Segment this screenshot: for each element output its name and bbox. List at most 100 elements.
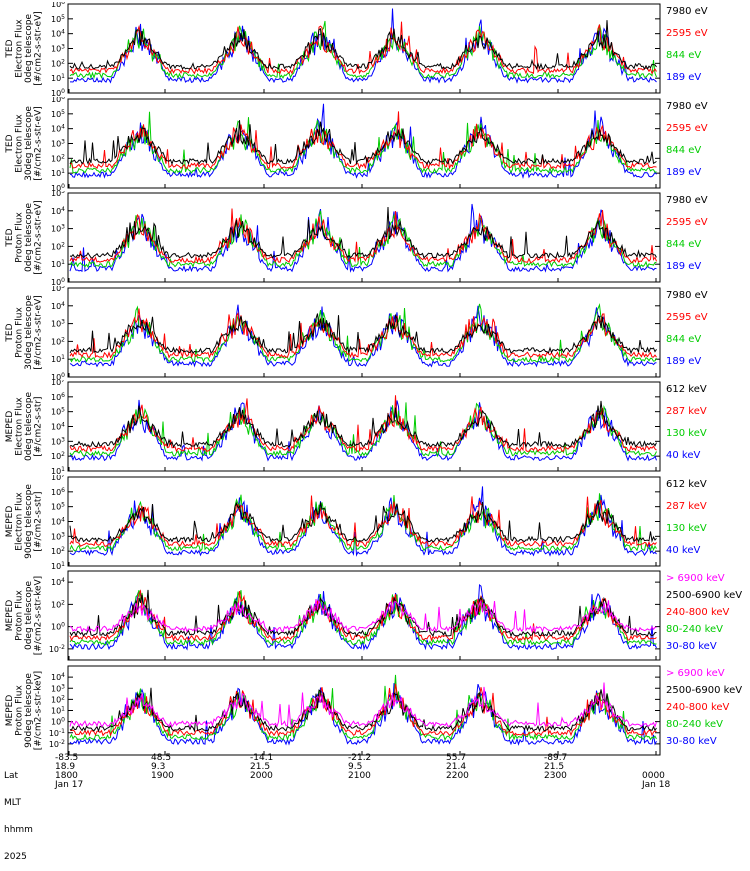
plot-frame — [67, 381, 661, 472]
y-tick-label: 102 — [51, 451, 65, 461]
time-col-lat: -83.5 — [55, 753, 79, 763]
y-tick-label: 104 — [51, 301, 65, 311]
y-tick-label: 101 — [51, 561, 65, 570]
legend-entry: 189 eV — [666, 72, 701, 83]
legend-entry: 130 keV — [666, 523, 707, 534]
legend: 612 keV 287 keV 130 keV 40 keV — [666, 479, 707, 556]
y-label-line: Proton Flux — [15, 212, 25, 263]
legend-entry: 240-800 keV — [666, 607, 730, 618]
y-tick-label: 104 — [51, 124, 65, 134]
series-trace — [69, 683, 657, 746]
time-col-mlt: 21.5 — [250, 762, 271, 772]
y-label-line: 0deg telescope — [24, 392, 34, 462]
time-column: -21.2 9.5 2100 — [348, 754, 371, 790]
y-axis-label: TED Electron Flux 0deg telescope [#/cm2-s-s… — [5, 11, 44, 86]
legend-entry: 7980 eV — [666, 290, 708, 301]
series-line — [69, 590, 657, 647]
legend-entry: 287 keV — [666, 406, 707, 417]
legend-entry: 2595 eV — [666, 217, 708, 228]
y-label-line: 0deg telescope — [24, 14, 34, 84]
series-trace — [69, 120, 657, 166]
time-col-hhmm: 2300 — [544, 771, 567, 781]
y-tick-label: 102 — [51, 599, 65, 609]
y-label-line: 90deg telescope — [24, 484, 34, 559]
plot-frame — [67, 287, 661, 378]
time-col-hhmm: 2100 — [348, 771, 371, 781]
series-line — [69, 402, 657, 458]
legend: > 6900 keV 2500-6900 keV 240-800 keV 80-240… — [666, 668, 742, 747]
y-label-line: [#/cm2-s-str] — [34, 396, 44, 456]
y-tick-label: 103 — [51, 139, 65, 149]
series-line — [69, 589, 657, 642]
time-col-lat: 55.7 — [446, 753, 467, 763]
series-line — [69, 103, 657, 180]
y-tick-label: 104 — [51, 422, 65, 432]
y-label-line: [#/cm2-s-str-eV] — [34, 200, 44, 275]
y-tick-label: 101 — [51, 259, 65, 269]
time-col-lat: 48.5 — [151, 753, 172, 763]
y-label-line: Electron Flux — [15, 114, 25, 173]
y-tick-label: 103 — [51, 531, 65, 541]
series-line — [69, 208, 657, 264]
series-line — [69, 500, 657, 544]
y-tick-label: 107 — [51, 380, 65, 387]
y-label-line: MEPED — [5, 411, 15, 443]
series-line — [69, 584, 657, 651]
y-tick-label: 101 — [51, 73, 65, 83]
y-tick-label: 103 — [51, 319, 65, 329]
time-col-hhmm: 2200 — [446, 771, 469, 781]
y-tick-label: 104 — [51, 29, 65, 39]
series-trace — [69, 208, 657, 264]
plot-frame — [67, 192, 661, 283]
series-trace — [69, 500, 657, 544]
legend: 7980 eV 2595 eV 844 eV 189 eV — [666, 6, 708, 83]
series-line — [69, 206, 657, 260]
y-axis-label: MEPED Electron Flux 0deg telescope [#/cm2-s… — [5, 392, 44, 462]
series-line — [69, 589, 657, 638]
y-tick-label: 102 — [51, 153, 65, 163]
lat-label: Lat — [4, 771, 19, 781]
time-col-date: Jan 17 — [55, 780, 84, 790]
time-column: 48.5 9.3 1900 — [151, 754, 174, 790]
series-trace — [69, 103, 657, 180]
y-label-line: [#/cm2-s-str-eV] — [34, 295, 44, 370]
y-tick-label: 100 — [51, 717, 65, 727]
series-trace — [69, 20, 657, 80]
series-line — [69, 495, 657, 548]
y-label-line: [#/cm2-s-str-eV] — [34, 106, 44, 181]
legend-entry: 2595 eV — [666, 312, 708, 323]
y-tick-label: 102 — [51, 694, 65, 704]
legend-entry: 189 eV — [666, 167, 701, 178]
y-label-line: Proton Flux — [15, 685, 25, 736]
series-trace — [69, 313, 657, 355]
panel-1: TED Electron Flux 0deg telescope [#/cm2-s-s… — [5, 2, 708, 97]
time-col-lat — [642, 754, 670, 763]
y-tick-label: 101 — [51, 168, 65, 178]
series-line — [69, 20, 657, 80]
axis-row-labels: Lat MLT hhmm 2025 — [4, 754, 33, 871]
legend-entry: 2595 eV — [666, 28, 708, 39]
time-col-lat: -89.7 — [544, 753, 568, 763]
y-label-line: 30deg telescope — [24, 106, 34, 181]
legend-entry: 612 keV — [666, 479, 707, 490]
legend-entry: 2500-6900 keV — [666, 685, 742, 696]
hhmm-label: hhmm — [4, 825, 33, 835]
time-column: 55.7 21.4 2200 — [446, 754, 469, 790]
series-trace — [69, 111, 657, 175]
legend-entry: 189 eV — [666, 356, 701, 367]
legend: 7980 eV 2595 eV 844 eV 189 eV — [666, 101, 708, 178]
y-label-line: Electron Flux — [15, 19, 25, 78]
legend-entry: 189 eV — [666, 261, 701, 272]
y-tick-label: 106 — [51, 487, 65, 497]
y-tick-label: 105 — [51, 502, 65, 512]
legend-entry: 612 keV — [666, 384, 707, 395]
series-line — [69, 302, 657, 363]
legend-entry: 844 eV — [666, 50, 701, 61]
time-col-hhmm: 1800 — [55, 771, 78, 781]
series-trace — [69, 203, 657, 273]
y-tick-label: 103 — [51, 44, 65, 54]
y-label-line: 0deg telescope — [24, 203, 34, 273]
y-tick-label: 102 — [51, 546, 65, 556]
series-line — [69, 120, 657, 166]
mlt-label: MLT — [4, 798, 22, 808]
